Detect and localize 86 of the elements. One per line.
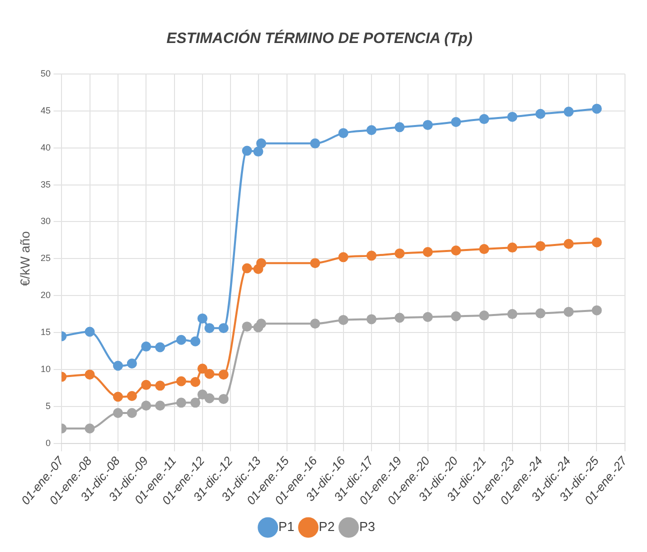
point [535, 108, 546, 119]
chart-title: ESTIMACIÓN TÉRMINO DE POTENCIA (Tp) [166, 29, 473, 48]
point [479, 310, 490, 321]
point [190, 336, 200, 346]
point [141, 380, 152, 390]
y-tick-label: 45 [40, 105, 51, 116]
point [155, 342, 166, 352]
y-tick-label: 0 [46, 438, 51, 448]
y-axis-title: €/kW año [17, 231, 32, 286]
point [338, 314, 348, 325]
point [451, 117, 461, 128]
point [394, 248, 405, 258]
point [507, 242, 518, 253]
point [242, 146, 252, 156]
point [126, 408, 137, 418]
point [190, 398, 200, 408]
point [197, 364, 208, 374]
point [112, 392, 123, 402]
point [204, 393, 214, 404]
point [197, 390, 208, 400]
point [253, 146, 264, 157]
point [592, 237, 602, 248]
point [84, 326, 95, 337]
point [155, 400, 166, 411]
point [242, 322, 252, 332]
y-tick-label: 15 [40, 326, 51, 337]
point [422, 120, 433, 130]
point [479, 244, 490, 254]
point [422, 312, 433, 322]
point [218, 370, 229, 380]
point [310, 318, 320, 329]
legend-label: P2 [318, 519, 335, 534]
point [176, 334, 186, 345]
point [507, 309, 518, 320]
y-tick-label: 20 [40, 290, 51, 300]
point [592, 305, 602, 316]
y-tick-label: 35 [40, 179, 51, 190]
y-tick-label: 5 [46, 400, 51, 411]
point [242, 263, 252, 274]
point [422, 246, 433, 257]
point [218, 323, 229, 334]
point [176, 376, 186, 386]
point [366, 250, 376, 261]
point [218, 394, 229, 404]
point [256, 138, 266, 148]
y-tick-label: 30 [40, 216, 51, 226]
point [112, 408, 123, 418]
point [141, 400, 152, 411]
point [451, 246, 461, 256]
point [564, 106, 574, 117]
point [310, 258, 320, 268]
point [126, 391, 137, 402]
point [338, 252, 348, 262]
point [366, 125, 376, 136]
point [535, 308, 546, 318]
point [394, 122, 405, 132]
point [190, 376, 200, 387]
y-tick-label: 40 [40, 142, 51, 152]
point [112, 360, 123, 371]
point [197, 313, 208, 324]
legend-label: P3 [359, 519, 376, 534]
point [204, 368, 214, 379]
point [338, 128, 348, 138]
y-tick-label: 25 [40, 253, 51, 264]
point [176, 398, 186, 408]
point [394, 312, 405, 323]
point [535, 241, 546, 252]
point [564, 306, 574, 317]
point [256, 258, 266, 268]
point [366, 314, 376, 324]
point [141, 342, 152, 352]
point [84, 424, 95, 434]
point [564, 238, 574, 249]
point [479, 114, 490, 124]
point [155, 380, 166, 391]
point [126, 358, 137, 369]
point [256, 318, 266, 329]
point [507, 112, 518, 122]
y-tick-label: 50 [40, 68, 51, 78]
point [451, 311, 461, 322]
point [204, 323, 214, 334]
point [84, 370, 95, 380]
point [310, 138, 320, 148]
y-tick-label: 10 [40, 364, 51, 374]
point [592, 104, 602, 114]
legend-label: P1 [278, 519, 294, 534]
